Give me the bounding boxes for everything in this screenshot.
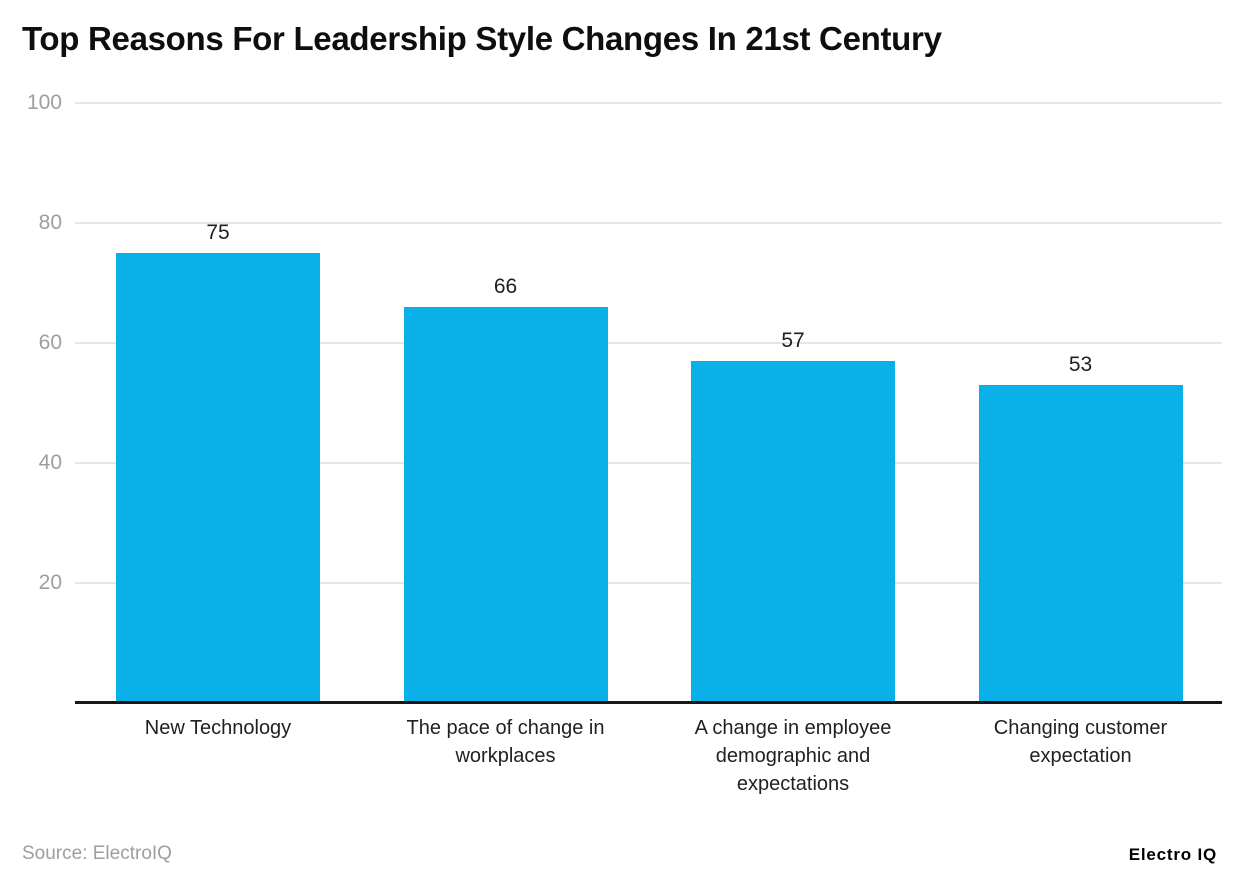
bar-value-label-2: 66 bbox=[493, 275, 518, 298]
bar-3 bbox=[691, 361, 895, 703]
bar-value-label-3: 57 bbox=[781, 329, 805, 352]
gridline-y60 bbox=[75, 342, 1222, 344]
x-category-label-1: New Technology bbox=[144, 717, 292, 739]
gridline-y80 bbox=[75, 222, 1222, 224]
y-tick-label-20: 20 bbox=[38, 571, 62, 594]
x-axis-line bbox=[75, 701, 1222, 704]
y-tick-label-80: 80 bbox=[38, 211, 62, 234]
x-category-label-2: The pace of change in workplaces bbox=[406, 717, 605, 767]
source-note: Source: ElectroIQ bbox=[22, 843, 172, 864]
bar-value-label-4: 53 bbox=[1068, 353, 1093, 376]
brand-logo: Electro IQ bbox=[1128, 845, 1217, 864]
gridline-y40 bbox=[75, 462, 1222, 464]
y-tick-label-40: 40 bbox=[38, 451, 62, 474]
x-category-label-4: Changing customer expectation bbox=[993, 717, 1168, 767]
gridline-y100 bbox=[75, 102, 1222, 104]
bar-4 bbox=[978, 385, 1183, 703]
gridline-y20 bbox=[75, 582, 1222, 584]
y-tick-label-60: 60 bbox=[38, 331, 62, 354]
chart-title: Top Reasons For Leadership Style Changes… bbox=[22, 20, 942, 57]
bar-1 bbox=[116, 253, 320, 703]
bar-value-label-1: 75 bbox=[206, 221, 230, 244]
y-tick-label-100: 100 bbox=[26, 91, 62, 114]
x-category-label-3: A change in employee demographic and exp… bbox=[694, 717, 892, 795]
bar-2 bbox=[403, 307, 608, 703]
